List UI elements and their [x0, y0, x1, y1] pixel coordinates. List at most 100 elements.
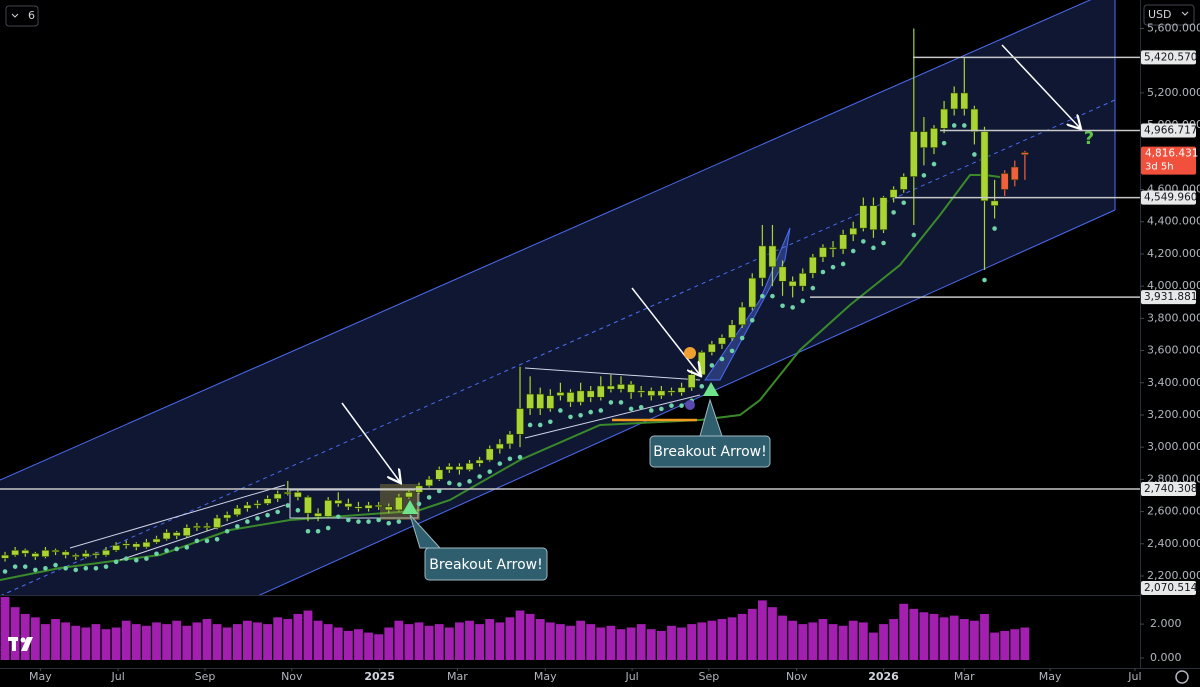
level-label-box: [1141, 581, 1196, 595]
x-tick-label: May: [29, 670, 52, 683]
volume-tick-label: 0.000: [1150, 651, 1182, 664]
indicator-toggle[interactable]: [5, 5, 39, 27]
trend-dot: [719, 356, 725, 362]
channel-mid: [1, 99, 1116, 595]
question-mark: ?: [1084, 128, 1094, 149]
volume-bar: [788, 620, 798, 660]
volume-bar: [253, 622, 262, 660]
candle-body: [808, 256, 817, 274]
trend-dot: [285, 503, 291, 508]
candle-body: [223, 514, 232, 519]
trend-dot: [245, 519, 250, 524]
trend-dot: [477, 474, 482, 479]
volume-bar: [707, 620, 717, 660]
candle-body: [506, 433, 514, 445]
trend-dot: [123, 556, 129, 561]
volume-bar: [20, 613, 30, 660]
x-tick-label: May: [1039, 670, 1062, 683]
candle-body: [142, 541, 151, 548]
trend-dot: [739, 335, 745, 341]
x-tick-label: 2026: [868, 670, 899, 683]
volume-bar: [808, 622, 818, 660]
candle-body: [526, 393, 535, 409]
channel-fill: [0, 0, 1115, 595]
trend-dot: [699, 384, 705, 389]
volume-bar: [838, 625, 848, 660]
channel-lower: [258, 209, 1116, 595]
volume-bar: [616, 629, 626, 660]
volume-bar: [757, 600, 767, 660]
candle-body: [909, 131, 918, 177]
volume-bar: [576, 620, 586, 660]
volume-bar: [677, 627, 686, 660]
trend-dot: [749, 318, 755, 323]
volume-bar: [929, 613, 939, 660]
x-tick-label: Mar: [954, 670, 975, 683]
level-label: 4,966.717: [1144, 124, 1197, 136]
volume-bar: [727, 617, 737, 660]
volume-bar: [455, 622, 464, 660]
volume-bar: [980, 613, 989, 660]
volume-bar: [556, 624, 565, 660]
trend-dot: [144, 556, 149, 561]
candle-body: [41, 549, 50, 557]
candle-body: [637, 390, 646, 393]
volume-bar: [212, 624, 222, 660]
trend-dot: [648, 408, 654, 413]
trend-dot: [861, 239, 866, 244]
trend-dot: [224, 528, 230, 534]
settings-icon[interactable]: [1175, 670, 1189, 684]
candle-body: [657, 390, 666, 396]
arrow: [1001, 44, 1080, 128]
candle-body: [213, 517, 221, 528]
trend-dot: [780, 303, 785, 309]
volume-bar: [273, 617, 283, 660]
volume-bar: [0, 597, 10, 660]
candle-body: [1000, 173, 1009, 190]
volume-bar: [41, 624, 50, 660]
volume-bar: [939, 617, 949, 660]
trend-dot: [12, 564, 18, 569]
trend-dot: [376, 517, 381, 523]
candle-body: [293, 491, 302, 498]
trend-dot: [729, 348, 735, 354]
trend-dot: [386, 520, 392, 526]
volume-bar: [30, 617, 40, 660]
callout-text: Breakout Arrow!: [653, 444, 766, 460]
currency-button[interactable]: [1143, 4, 1195, 26]
volume-bar: [778, 615, 787, 660]
candle-body: [697, 351, 706, 376]
candle-body: [283, 491, 292, 495]
x-tick-label: Nov: [786, 670, 808, 683]
candle-body: [687, 374, 696, 388]
candle-body: [647, 390, 656, 396]
breakout-marker: [402, 500, 418, 514]
candle-body: [162, 532, 171, 540]
trend-dot: [901, 200, 907, 206]
trend-dot: [568, 414, 573, 420]
trend-dot: [931, 161, 937, 167]
candle-body: [334, 500, 343, 504]
candle-body: [61, 551, 70, 556]
candle-body: [980, 131, 989, 202]
volume-bar: [485, 619, 495, 660]
candle-body: [364, 504, 373, 509]
trend-dot: [911, 232, 917, 238]
trend-dot: [447, 480, 452, 486]
volume-bar: [111, 627, 121, 660]
y-tick-label: 4,000.000: [1147, 279, 1200, 292]
volume-bar: [51, 619, 60, 660]
level-label: 2,740.308: [1144, 483, 1197, 495]
trend-dot: [83, 565, 89, 571]
volume-bar: [232, 624, 242, 660]
x-tick-label: Jul: [110, 670, 124, 683]
level-label: 4,549.960: [1144, 192, 1197, 204]
volume-bar: [828, 624, 838, 660]
trend-dot: [588, 409, 593, 415]
trend-dot: [517, 454, 523, 460]
arrow: [341, 402, 400, 482]
trend-dot: [790, 305, 795, 310]
trend-dot: [426, 495, 432, 500]
trend-dot: [325, 525, 331, 531]
